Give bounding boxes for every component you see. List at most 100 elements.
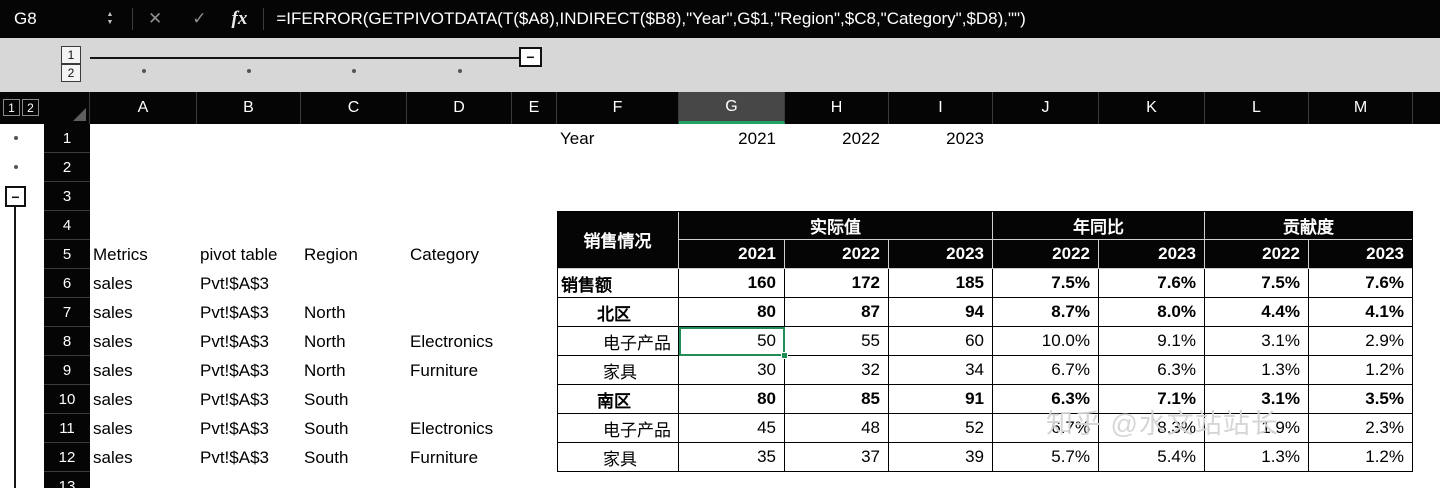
cell-B6[interactable]: Pvt!$A$3 bbox=[200, 273, 269, 293]
cell-C12[interactable]: South bbox=[304, 447, 349, 467]
cell-F11[interactable]: 电子产品 bbox=[557, 414, 679, 443]
confirm-icon[interactable]: ✓ bbox=[192, 9, 207, 28]
select-all-corner[interactable] bbox=[44, 92, 90, 124]
column-outline-level-1-button[interactable]: 1 bbox=[61, 46, 81, 64]
cell-D5[interactable]: Category bbox=[410, 244, 479, 264]
cell-D8[interactable]: Electronics bbox=[410, 331, 494, 351]
cell-M10[interactable]: 3.5% bbox=[1309, 385, 1413, 414]
cell-H5[interactable]: 2022 bbox=[785, 240, 889, 269]
column-group-collapse-button[interactable]: − bbox=[519, 47, 542, 67]
column-header-G[interactable]: G bbox=[679, 92, 785, 124]
row-header-13[interactable]: 13 bbox=[44, 472, 90, 488]
cell-F10[interactable]: 南区 bbox=[557, 385, 679, 414]
fx-icon[interactable]: fx bbox=[231, 8, 248, 29]
cell-C5[interactable]: Region bbox=[304, 244, 358, 264]
cell-H6[interactable]: 172 bbox=[785, 269, 889, 298]
cell-I12[interactable]: 39 bbox=[889, 443, 993, 472]
cell-J6[interactable]: 7.5% bbox=[993, 269, 1099, 298]
cell-L9[interactable]: 1.3% bbox=[1205, 356, 1309, 385]
cell-H9[interactable]: 32 bbox=[785, 356, 889, 385]
cell-K11[interactable]: 8.3% bbox=[1099, 414, 1205, 443]
cell-A7[interactable]: sales bbox=[93, 302, 133, 322]
cell-J4[interactable]: 年同比 bbox=[993, 211, 1205, 240]
cell-G11[interactable]: 45 bbox=[679, 414, 785, 443]
cell-J5[interactable]: 2022 bbox=[993, 240, 1099, 269]
cell-C9[interactable]: North bbox=[304, 360, 346, 380]
cell-I5[interactable]: 2023 bbox=[889, 240, 993, 269]
column-header-J[interactable]: J bbox=[993, 92, 1099, 124]
row-header-6[interactable]: 6 bbox=[44, 269, 90, 298]
cell-G6[interactable]: 160 bbox=[679, 269, 785, 298]
column-header-A[interactable]: A bbox=[90, 92, 197, 124]
cell-C10[interactable]: South bbox=[304, 389, 349, 409]
column-header-F[interactable]: F bbox=[557, 92, 679, 124]
row-header-10[interactable]: 10 bbox=[44, 385, 90, 414]
row-group-collapse-button[interactable]: − bbox=[5, 186, 26, 207]
cell-K5[interactable]: 2023 bbox=[1099, 240, 1205, 269]
cell-H7[interactable]: 87 bbox=[785, 298, 889, 327]
row-header-8[interactable]: 8 bbox=[44, 327, 90, 356]
cell-L5[interactable]: 2022 bbox=[1205, 240, 1309, 269]
formula-input[interactable]: =IFERROR(GETPIVOTDATA(T($A8),INDIRECT($B… bbox=[276, 9, 1026, 28]
cell-K6[interactable]: 7.6% bbox=[1099, 269, 1205, 298]
cell-M6[interactable]: 7.6% bbox=[1309, 269, 1413, 298]
cell-J11[interactable]: 6.7% bbox=[993, 414, 1099, 443]
selection-fill-handle[interactable] bbox=[781, 352, 788, 359]
cell-B8[interactable]: Pvt!$A$3 bbox=[200, 331, 269, 351]
cell-H11[interactable]: 48 bbox=[785, 414, 889, 443]
cell-A10[interactable]: sales bbox=[93, 389, 133, 409]
row-header-11[interactable]: 11 bbox=[44, 414, 90, 443]
column-header-D[interactable]: D bbox=[407, 92, 512, 124]
column-header-L[interactable]: L bbox=[1205, 92, 1309, 124]
cell-F6[interactable]: 销售额 bbox=[557, 269, 679, 298]
cell-I1[interactable]: 2023 bbox=[946, 128, 984, 148]
cell-L6[interactable]: 7.5% bbox=[1205, 269, 1309, 298]
cell-J7[interactable]: 8.7% bbox=[993, 298, 1099, 327]
cell-B5[interactable]: pivot table bbox=[200, 244, 278, 264]
cell-K7[interactable]: 8.0% bbox=[1099, 298, 1205, 327]
column-header-M[interactable]: M bbox=[1309, 92, 1413, 124]
cell-J12[interactable]: 5.7% bbox=[993, 443, 1099, 472]
cell-K12[interactable]: 5.4% bbox=[1099, 443, 1205, 472]
name-box-spinner[interactable]: ▲ ▼ bbox=[100, 11, 120, 26]
cell-B12[interactable]: Pvt!$A$3 bbox=[200, 447, 269, 467]
cell-M8[interactable]: 2.9% bbox=[1309, 327, 1413, 356]
cell-M7[interactable]: 4.1% bbox=[1309, 298, 1413, 327]
cell-L8[interactable]: 3.1% bbox=[1205, 327, 1309, 356]
cell-A11[interactable]: sales bbox=[93, 418, 133, 438]
row-header-5[interactable]: 5 bbox=[44, 240, 90, 269]
spinner-up-icon[interactable]: ▲ bbox=[106, 11, 114, 19]
cell-G8[interactable]: 50 bbox=[679, 327, 785, 356]
cell-G9[interactable]: 30 bbox=[679, 356, 785, 385]
column-outline-level-2-button[interactable]: 2 bbox=[61, 64, 81, 82]
cell-A5[interactable]: Metrics bbox=[93, 244, 148, 264]
cell-H12[interactable]: 37 bbox=[785, 443, 889, 472]
row-header-4[interactable]: 4 bbox=[44, 211, 90, 240]
row-header-2[interactable]: 2 bbox=[44, 153, 90, 182]
cell-C8[interactable]: North bbox=[304, 331, 346, 351]
column-header-C[interactable]: C bbox=[301, 92, 407, 124]
cell-J9[interactable]: 6.7% bbox=[993, 356, 1099, 385]
cell-L12[interactable]: 1.3% bbox=[1205, 443, 1309, 472]
row-header-1[interactable]: 1 bbox=[44, 124, 90, 153]
row-outline-level-1-button[interactable]: 1 bbox=[3, 99, 20, 116]
cell-H8[interactable]: 55 bbox=[785, 327, 889, 356]
cell-J10[interactable]: 6.3% bbox=[993, 385, 1099, 414]
cell-G1[interactable]: 2021 bbox=[738, 128, 776, 148]
cell-I8[interactable]: 60 bbox=[889, 327, 993, 356]
cell-F8[interactable]: 电子产品 bbox=[557, 327, 679, 356]
row-header-12[interactable]: 12 bbox=[44, 443, 90, 472]
spinner-down-icon[interactable]: ▼ bbox=[106, 19, 114, 26]
cell-I9[interactable]: 34 bbox=[889, 356, 993, 385]
cell-D11[interactable]: Electronics bbox=[410, 418, 494, 438]
cell-D12[interactable]: Furniture bbox=[410, 447, 479, 467]
row-header-3[interactable]: 3 bbox=[44, 182, 90, 211]
cell-A8[interactable]: sales bbox=[93, 331, 133, 351]
column-header-H[interactable]: H bbox=[785, 92, 889, 124]
cell-L10[interactable]: 3.1% bbox=[1205, 385, 1309, 414]
cancel-icon[interactable]: ✕ bbox=[148, 9, 163, 28]
cell-I11[interactable]: 52 bbox=[889, 414, 993, 443]
cell-L7[interactable]: 4.4% bbox=[1205, 298, 1309, 327]
cell-A9[interactable]: sales bbox=[93, 360, 133, 380]
column-header-I[interactable]: I bbox=[889, 92, 993, 124]
